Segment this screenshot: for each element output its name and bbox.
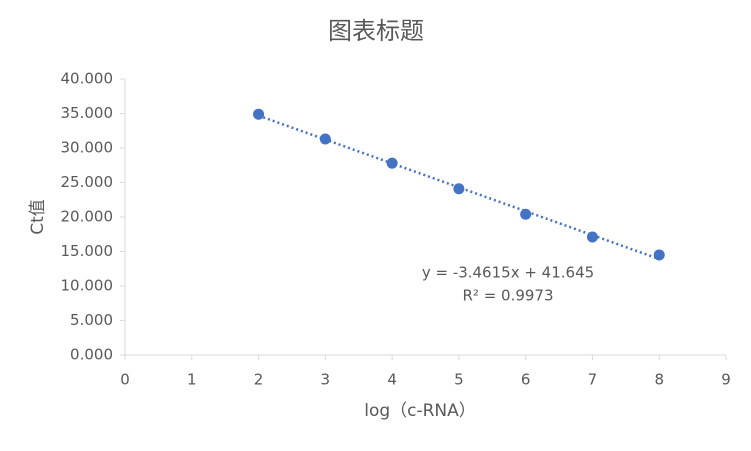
x-tick-label: 9 xyxy=(721,371,731,389)
x-tick-label: 5 xyxy=(454,371,464,389)
x-tick-label: 6 xyxy=(521,371,531,389)
data-point xyxy=(386,157,398,169)
y-tick-label: 30.000 xyxy=(61,139,114,157)
x-tick-label: 4 xyxy=(387,371,397,389)
data-point xyxy=(453,183,465,195)
chart-title: 图表标题 xyxy=(328,17,424,45)
trendline-r-squared: R² = 0.9973 xyxy=(462,287,553,305)
y-tick-label: 5.000 xyxy=(70,311,113,329)
data-point xyxy=(319,133,331,145)
trendline-equation: y = -3.4615x + 41.645 xyxy=(422,264,594,282)
x-tick-label: 1 xyxy=(187,371,197,389)
y-tick-label: 40.000 xyxy=(61,70,114,88)
data-point xyxy=(653,249,665,261)
data-point xyxy=(520,208,532,220)
y-tick-label: 35.000 xyxy=(61,104,114,122)
y-tick-label: 25.000 xyxy=(61,173,114,191)
x-tick-label: 2 xyxy=(254,371,264,389)
y-tick-label: 20.000 xyxy=(61,208,114,226)
x-tick-label: 7 xyxy=(588,371,598,389)
y-tick-label: 15.000 xyxy=(61,242,114,260)
x-axis-label: log（c-RNA） xyxy=(364,401,476,421)
x-tick-label: 0 xyxy=(120,371,130,389)
data-point xyxy=(586,231,598,243)
y-tick-label: 10.000 xyxy=(61,277,114,295)
y-axis-label: Ct值 xyxy=(28,199,48,235)
x-tick-label: 8 xyxy=(654,371,664,389)
data-point xyxy=(253,108,265,120)
y-tick-label: 0.000 xyxy=(70,346,113,364)
x-tick-label: 3 xyxy=(321,371,331,389)
